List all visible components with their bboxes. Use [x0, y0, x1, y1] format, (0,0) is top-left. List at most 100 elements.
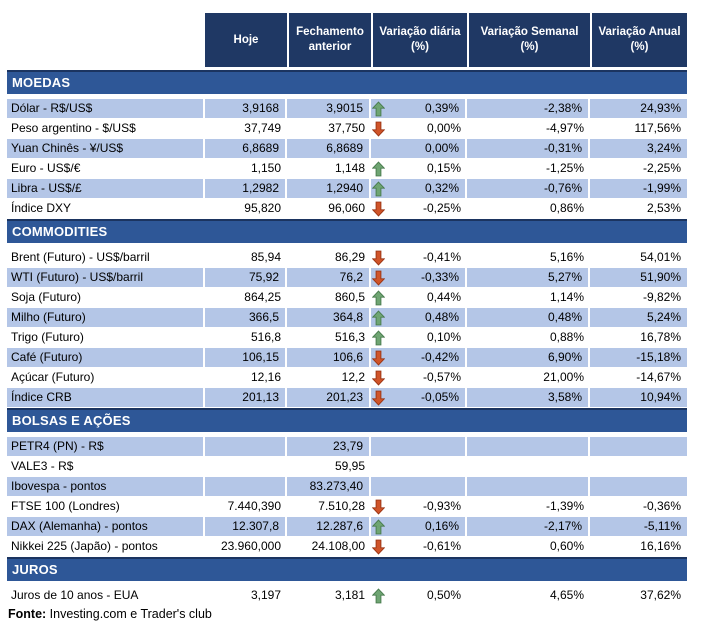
- today-value: 6,8689: [205, 139, 287, 158]
- weekly-change-value: 5,16%: [549, 250, 584, 264]
- daily-change-cell: 0,39%: [371, 99, 467, 118]
- annual-change-value: 16,78%: [640, 330, 681, 344]
- annual-change-value: -9,82%: [642, 290, 681, 304]
- section-header: COMMODITIES: [7, 219, 687, 243]
- instrument-label: FTSE 100 (Londres): [11, 499, 120, 513]
- today-value: [205, 477, 287, 496]
- previous-close-value: 76,2: [287, 268, 371, 287]
- previous-close-value: 106,6: [287, 348, 371, 367]
- previous-close-value: 23,79: [287, 437, 371, 456]
- daily-change-cell: -0,93%: [371, 497, 467, 516]
- weekly-change-value: [467, 457, 590, 476]
- daily-change-cell: 0,50%: [371, 586, 467, 605]
- table-row: FTSE 100 (Londres) 7.440,390 7.510,28 -0…: [7, 497, 687, 516]
- table-row: Euro - US$/€ 1,150 1,148 0,15% -1,25% -2…: [7, 159, 687, 178]
- daily-change-cell: -0,61%: [371, 537, 467, 556]
- section-rows: Juros de 10 anos - EUA 3,197 3,181 0,50%…: [7, 586, 687, 605]
- daily-change-cell: 0,10%: [371, 328, 467, 347]
- column-header-hoje: Hoje: [205, 13, 287, 67]
- today-value: 3,197: [250, 588, 281, 602]
- table-row: Brent (Futuro) - US$/barril 85,94 86,29 …: [7, 248, 687, 267]
- table-row: VALE3 - R$ 59,95: [7, 457, 687, 476]
- weekly-change-value: 21,00%: [543, 370, 584, 384]
- arrow-up-icon: [372, 310, 385, 326]
- today-value: 7.440,390: [227, 499, 281, 513]
- table-header-row: Hoje Fechamento anterior Variação diária…: [205, 13, 687, 67]
- daily-change-value: 0,15%: [426, 161, 461, 175]
- table-row: PETR4 (PN) - R$ 23,79: [7, 437, 687, 456]
- annual-change-value: -2,25%: [642, 161, 681, 175]
- arrow-down-icon: [372, 370, 385, 386]
- arrow-up-icon: [372, 330, 385, 346]
- weekly-change-value: -4,97%: [545, 121, 584, 135]
- annual-change-value: 5,24%: [590, 308, 687, 327]
- daily-change-cell: 0,44%: [371, 288, 467, 307]
- weekly-change-value: 0,48%: [467, 308, 590, 327]
- daily-change-value: -0,25%: [422, 201, 461, 215]
- table-row: Açúcar (Futuro) 12,16 12,2 -0,57% 21,00%…: [7, 368, 687, 387]
- instrument-label: Milho (Futuro): [7, 308, 205, 327]
- financial-summary-table: Hoje Fechamento anterior Variação diária…: [7, 13, 687, 622]
- arrow-up-icon: [372, 519, 385, 535]
- section-header: MOEDAS: [7, 70, 687, 94]
- daily-change-cell: -0,05%: [371, 388, 467, 407]
- source-text: Investing.com e Trader's club: [46, 607, 212, 621]
- section-rows: Dólar - R$/US$ 3,9168 3,9015 0,39% -2,38…: [7, 99, 687, 218]
- annual-change-value: 24,93%: [590, 99, 687, 118]
- previous-close-value: 1,148: [334, 161, 365, 175]
- arrow-up-icon: [372, 181, 385, 197]
- previous-close-value: 96,060: [328, 201, 365, 215]
- arrow-down-icon: [372, 499, 385, 515]
- arrow-up-icon: [372, 161, 385, 177]
- source-label: Fonte:: [8, 607, 47, 621]
- table-row: WTI (Futuro) - US$/barril 75,92 76,2 -0,…: [7, 268, 687, 287]
- weekly-change-value: -0,31%: [467, 139, 590, 158]
- previous-close-value: 12.287,6: [287, 517, 371, 536]
- today-value: 201,13: [205, 388, 287, 407]
- table-body: MOEDAS Dólar - R$/US$ 3,9168 3,9015 0,39…: [7, 70, 687, 605]
- today-value: 23.960,000: [220, 539, 281, 553]
- today-value: 1,2982: [205, 179, 287, 198]
- column-header-variacao-anual: Variação Anual (%): [590, 13, 687, 67]
- weekly-change-value: [467, 437, 590, 456]
- table-row: Café (Futuro) 106,15 106,6 -0,42% 6,90% …: [7, 348, 687, 367]
- daily-change-cell: 0,00%: [371, 139, 467, 158]
- instrument-label: Trigo (Futuro): [11, 330, 84, 344]
- section-rows: PETR4 (PN) - R$ 23,79 VALE3 - R$ 59,95 I…: [7, 437, 687, 556]
- weekly-change-value: 5,27%: [467, 268, 590, 287]
- instrument-label: Libra - US$/£: [7, 179, 205, 198]
- annual-change-value: -14,67%: [636, 370, 681, 384]
- daily-change-value: 0,00%: [424, 141, 459, 155]
- table-row: Dólar - R$/US$ 3,9168 3,9015 0,39% -2,38…: [7, 99, 687, 118]
- previous-close-value: 24.108,00: [311, 539, 365, 553]
- annual-change-value: 51,90%: [590, 268, 687, 287]
- annual-change-value: 10,94%: [590, 388, 687, 407]
- daily-change-value: 0,48%: [424, 310, 459, 324]
- instrument-label: VALE3 - R$: [11, 459, 74, 473]
- daily-change-cell: 0,32%: [371, 179, 467, 198]
- today-value: 37,749: [244, 121, 281, 135]
- today-value: 366,5: [205, 308, 287, 327]
- annual-change-value: 16,16%: [640, 539, 681, 553]
- today-value: 516,8: [250, 330, 281, 344]
- today-value: 864,25: [244, 290, 281, 304]
- previous-close-value: 3,181: [334, 588, 365, 602]
- arrow-up-icon: [372, 290, 385, 306]
- daily-change-cell: 0,48%: [371, 308, 467, 327]
- instrument-label: Café (Futuro): [7, 348, 205, 367]
- daily-change-cell: 0,00%: [371, 119, 467, 138]
- daily-change-cell: [371, 457, 467, 476]
- annual-change-value: 117,56%: [634, 121, 681, 135]
- column-header-variacao-diaria: Variação diária (%): [371, 13, 467, 67]
- annual-change-value: -5,11%: [590, 517, 687, 536]
- instrument-label: Índice DXY: [11, 201, 72, 215]
- today-value: 3,9168: [205, 99, 287, 118]
- previous-close-value: 516,3: [334, 330, 365, 344]
- daily-change-cell: -0,25%: [371, 199, 467, 218]
- instrument-label: Nikkei 225 (Japão) - pontos: [11, 539, 158, 553]
- daily-change-cell: 0,16%: [371, 517, 467, 536]
- today-value: 12.307,8: [205, 517, 287, 536]
- annual-change-value: [590, 437, 687, 456]
- arrow-down-icon: [372, 121, 385, 137]
- table-row: Trigo (Futuro) 516,8 516,3 0,10% 0,88% 1…: [7, 328, 687, 347]
